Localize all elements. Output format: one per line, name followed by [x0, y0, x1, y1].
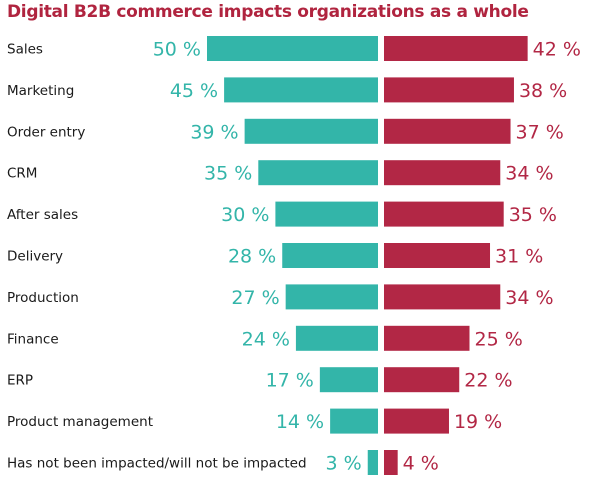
category-label: ERP: [7, 373, 33, 389]
data-label-right: 37 %: [516, 121, 564, 143]
bar-right: [384, 36, 528, 61]
category-label: Marketing: [7, 83, 74, 99]
bar-right: [384, 118, 511, 144]
data-label-left: 3 %: [326, 453, 362, 475]
data-label-left: 24 %: [242, 328, 290, 350]
data-label-right: 19 %: [454, 411, 502, 433]
data-label-left: 28 %: [228, 246, 276, 268]
bar-left: [244, 118, 378, 144]
bar-right: [384, 325, 470, 351]
category-label: Has not been impacted/will not be impact…: [7, 456, 307, 472]
bar-right: [384, 77, 514, 103]
category-label: Sales: [7, 42, 43, 58]
bar-left: [319, 367, 378, 393]
bar-right: [384, 284, 501, 310]
bar-left: [282, 243, 378, 268]
bar-right: [384, 408, 449, 434]
bar-left: [258, 160, 378, 186]
data-label-right: 34 %: [505, 287, 553, 309]
bar-left: [295, 325, 378, 351]
category-label: Product management: [7, 414, 153, 430]
bar-right: [384, 201, 504, 227]
data-label-left: 27 %: [231, 287, 279, 309]
data-label-right: 38 %: [519, 80, 567, 102]
data-label-right: 42 %: [533, 39, 581, 61]
data-label-right: 34 %: [505, 163, 553, 185]
category-label: After sales: [7, 207, 78, 223]
data-label-left: 45 %: [170, 80, 218, 102]
data-label-left: 17 %: [266, 370, 314, 392]
data-label-right: 4 %: [403, 453, 439, 475]
bar-left: [224, 77, 378, 103]
data-label-right: 35 %: [509, 204, 557, 226]
chart-title: Digital B2B commerce impacts organizatio…: [7, 2, 529, 22]
bar-right: [384, 450, 398, 475]
bar-right: [384, 367, 460, 393]
data-label-left: 14 %: [276, 411, 324, 433]
bar-left: [330, 408, 378, 434]
category-label: Order entry: [7, 124, 85, 140]
category-label: CRM: [7, 166, 37, 182]
data-label-right: 31 %: [495, 246, 543, 268]
data-label-left: 30 %: [221, 204, 269, 226]
data-label-right: 25 %: [475, 328, 523, 350]
data-label-left: 50 %: [153, 39, 201, 61]
data-label-left: 35 %: [204, 163, 252, 185]
data-label-right: 22 %: [464, 370, 512, 392]
bar-right: [384, 160, 501, 186]
bar-left: [367, 450, 378, 475]
bar-left: [285, 284, 378, 310]
data-label-left: 39 %: [190, 121, 238, 143]
bar-right: [384, 243, 491, 268]
bar-left: [207, 36, 378, 61]
category-label: Delivery: [7, 249, 63, 265]
category-label: Finance: [7, 331, 59, 347]
category-label: Production: [7, 290, 79, 306]
bar-left: [275, 201, 378, 227]
